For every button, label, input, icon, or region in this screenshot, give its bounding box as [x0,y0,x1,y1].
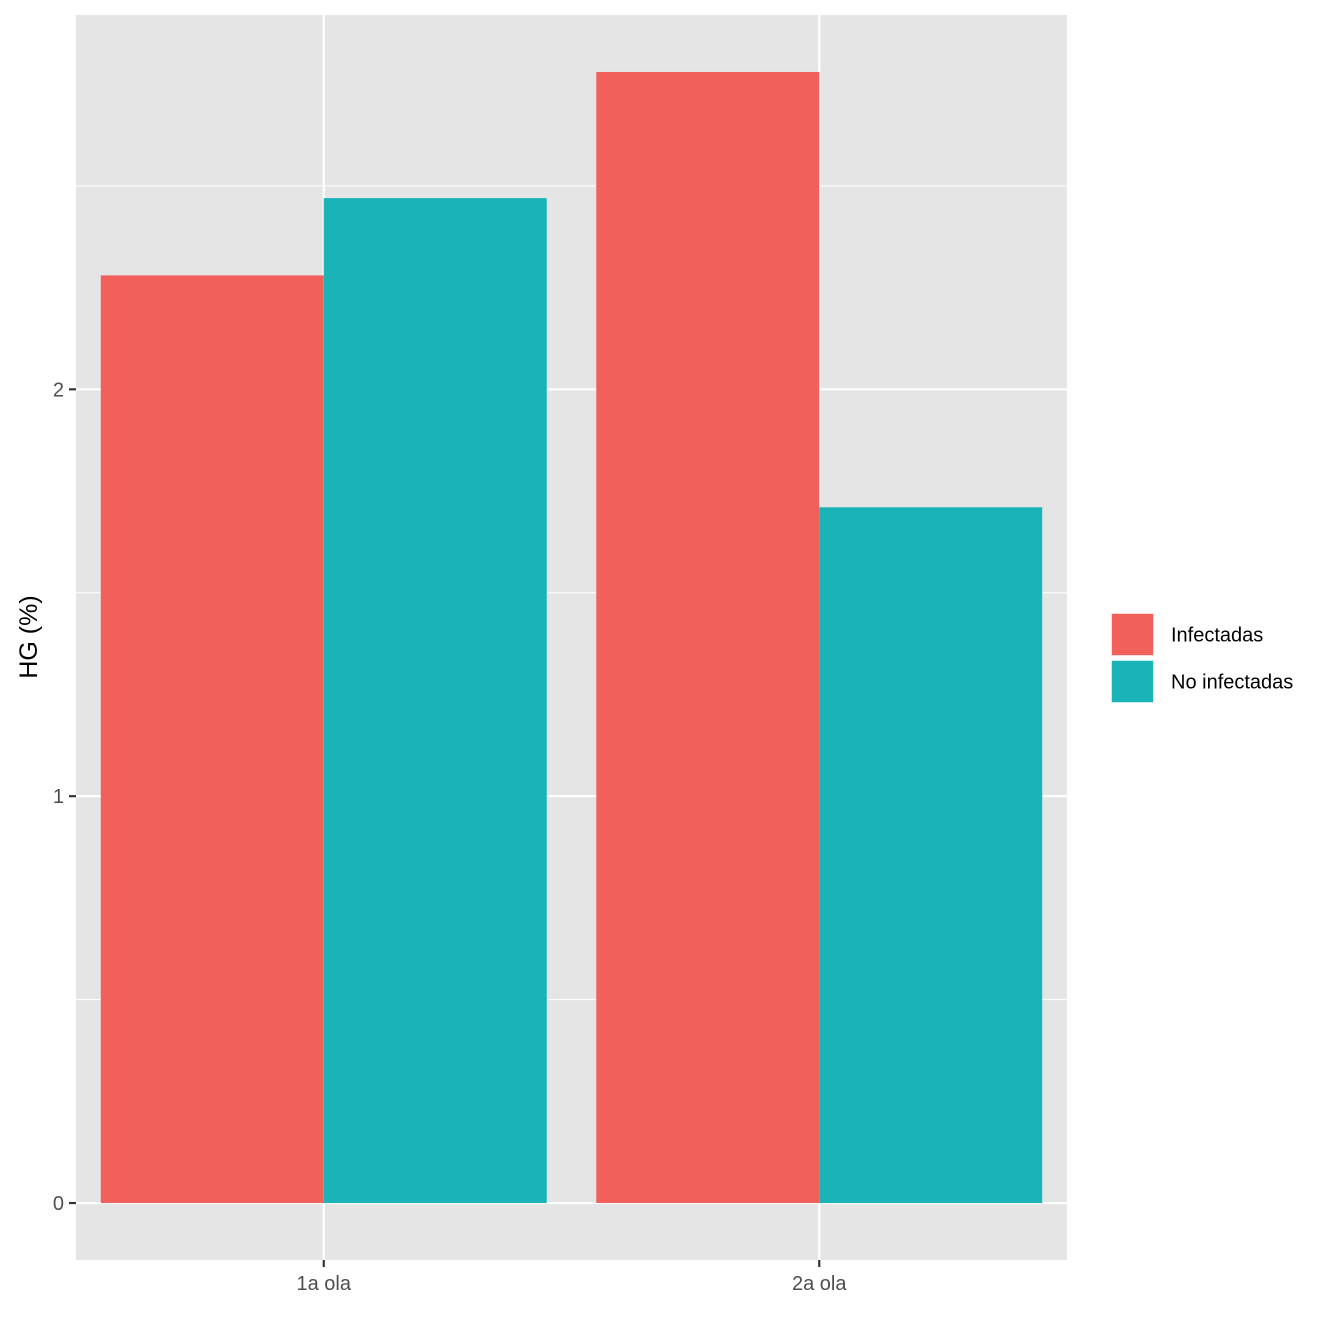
y-tick-label: 2 [53,379,64,401]
y-axis: 0 1 2 [53,379,76,1215]
y-tick-label: 0 [53,1193,64,1215]
legend: Infectadas No infectadas [1110,612,1293,704]
legend-label: No infectadas [1171,672,1293,694]
bar [819,507,1043,1204]
bars [100,71,1043,1204]
legend-key [1110,659,1155,704]
x-tick-label: 1a ola [297,1273,352,1295]
y-axis-title: HG (%) [15,595,43,678]
x-axis: 1a ola 2a ola [297,1260,847,1295]
bar [323,198,547,1204]
x-tick-label: 2a ola [792,1273,847,1295]
y-tick-label: 1 [53,786,64,808]
bar [100,275,324,1204]
legend-key [1110,612,1155,657]
bar [596,71,820,1204]
legend-label: Infectadas [1171,625,1263,647]
